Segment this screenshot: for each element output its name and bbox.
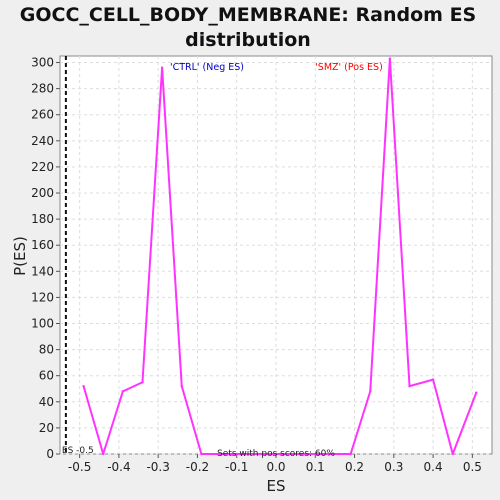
x-tick-label: 0.5	[463, 460, 482, 474]
y-tick-label: 240	[31, 134, 54, 148]
x-tick-label: 0.1	[306, 460, 325, 474]
y-tick-label: 80	[39, 343, 54, 357]
data-point	[408, 384, 411, 388]
y-tick-label: 260	[31, 108, 54, 122]
data-point	[82, 384, 85, 388]
data-point	[219, 452, 223, 456]
y-tick-label: 160	[31, 238, 54, 252]
x-tick-label: -0.1	[225, 460, 248, 474]
data-point	[160, 66, 164, 69]
data-point	[259, 452, 262, 456]
y-tick-label: 140	[31, 264, 54, 278]
data-point	[141, 381, 144, 384]
data-point	[349, 452, 352, 456]
data-point	[239, 452, 242, 456]
data-point	[278, 452, 282, 456]
y-tick-label: 300	[31, 56, 54, 70]
y-axis-label: P(ES)	[11, 236, 29, 276]
x-tick-label: -0.4	[107, 460, 130, 474]
pos-es-annotation: 'SMZ' (Pos ES)	[315, 62, 383, 73]
neg-es-annotation: 'CTRL' (Neg ES)	[170, 62, 244, 73]
y-axis-ticks: 0 20 40 60 80 100 120 140 160 180 200 220 240 260 280 3…	[31, 56, 60, 461]
y-tick-label: 180	[31, 212, 54, 226]
es-marker-label: ES -0.5	[62, 446, 94, 456]
x-tick-label: 0.3	[384, 460, 403, 474]
y-tick-label: 200	[31, 186, 54, 200]
x-tick-label: 0.2	[345, 460, 364, 474]
x-axis-label: ES	[267, 477, 286, 495]
chart-title-line2: distribution	[185, 29, 311, 51]
grid-lines	[60, 56, 492, 455]
data-point	[369, 390, 372, 393]
data-point	[451, 452, 454, 456]
data-point	[318, 452, 321, 456]
series-group	[82, 57, 478, 456]
x-tick-label: -0.2	[186, 460, 209, 474]
x-tick-label: -0.3	[146, 460, 169, 474]
data-point	[121, 390, 125, 393]
y-tick-label: 20	[39, 421, 54, 435]
data-point	[388, 57, 392, 60]
y-tick-label: 100	[31, 317, 54, 331]
y-tick-label: 0	[46, 447, 54, 461]
data-point	[431, 378, 435, 381]
data-point	[475, 391, 478, 394]
y-tick-label: 60	[39, 369, 54, 383]
x-tick-label: 0.0	[266, 460, 285, 474]
data-point	[337, 452, 341, 456]
y-tick-label: 40	[39, 395, 54, 409]
x-tick-label: -0.5	[68, 460, 91, 474]
x-axis-ticks: -0.5 -0.4 -0.3 -0.2 -0.1 0.0 0.1 0.2 0.3 0.4 0.5	[68, 454, 482, 474]
data-point	[200, 452, 203, 456]
pos-scores-note: Sets with pos scores: 60%	[217, 449, 335, 459]
x-tick-label: 0.4	[424, 460, 443, 474]
data-point	[102, 452, 105, 456]
y-tick-label: 120	[31, 290, 54, 304]
y-tick-label: 280	[31, 82, 54, 96]
y-tick-label: 220	[31, 160, 54, 174]
data-point	[298, 452, 301, 456]
data-point	[180, 384, 183, 388]
chart-title-line1: GOCC_CELL_BODY_MEMBRANE: Random ES	[20, 4, 476, 26]
